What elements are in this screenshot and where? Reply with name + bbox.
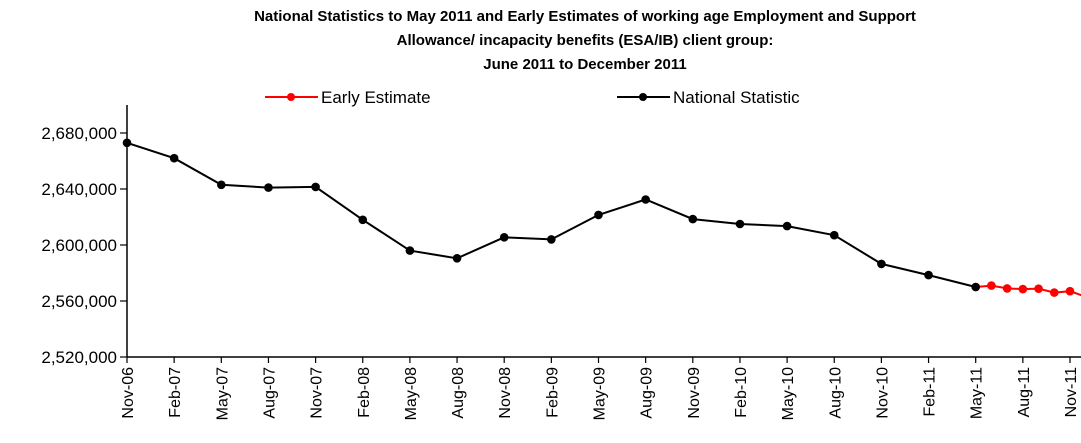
- legend-national-statistic-label: National Statistic: [673, 88, 800, 107]
- data-point: [1002, 284, 1012, 293]
- x-tick-label: Nov-09: [686, 367, 703, 419]
- data-point: [987, 281, 996, 290]
- x-tick-label: Aug-09: [639, 367, 656, 419]
- data-point: [169, 153, 179, 163]
- series-line: [126, 141, 976, 288]
- data-point: [782, 221, 792, 231]
- data-point: [122, 138, 132, 148]
- x-tick-label: Aug-10: [827, 367, 844, 419]
- data-point: [405, 246, 415, 255]
- data-point: [358, 215, 368, 225]
- axes: [126, 105, 1081, 358]
- x-tick-label: Nov-11: [1063, 367, 1080, 417]
- data-point: [641, 195, 650, 204]
- data-point: [829, 230, 839, 240]
- x-tick-label: Aug-07: [261, 367, 278, 419]
- x-tick-label: May-09: [592, 367, 609, 420]
- data-point: [264, 183, 273, 192]
- chart-title-line-1: National Statistics to May 2011 and Earl…: [254, 8, 916, 25]
- x-tick-label: May-11: [969, 367, 986, 419]
- x-tick-label: Feb-11: [922, 367, 939, 417]
- x-tick-label: Nov-10: [874, 367, 891, 419]
- x-tick-label: May-08: [403, 367, 420, 420]
- data-point: [547, 235, 556, 244]
- data-point: [688, 214, 698, 224]
- x-tick-label: Aug-11: [1016, 367, 1033, 418]
- data-point: [877, 259, 886, 269]
- legend: Early Estimate National Statistic: [265, 88, 800, 107]
- data-point: [452, 253, 462, 263]
- y-ticks: 2,520,000 2,560,000 2,600,000 2,640,000 2,68…: [41, 124, 127, 367]
- y-tick-label: 2,560,000: [41, 292, 117, 311]
- legend-early-estimate-label: Early Estimate: [321, 88, 431, 107]
- series-national-statistic: [122, 138, 980, 292]
- x-tick-label: May-10: [780, 367, 797, 420]
- x-tick-label: Nov-06: [120, 367, 137, 419]
- data-point: [1065, 286, 1075, 296]
- data-point: [1049, 288, 1059, 297]
- x-tick-label: Aug-08: [450, 367, 467, 419]
- chart-title-line-2: Allowance/ incapacity benefits (ESA/IB) …: [397, 32, 774, 49]
- x-tick-label: May-07: [214, 367, 231, 420]
- y-tick-label: 2,520,000: [41, 348, 117, 367]
- data-point: [311, 182, 320, 192]
- data-point: [217, 180, 226, 190]
- y-tick-label: 2,640,000: [41, 180, 117, 199]
- x-tick-label: Feb-09: [544, 367, 561, 418]
- chart-title-line-3: June 2011 to December 2011: [483, 56, 686, 73]
- x-tick-label: Feb-07: [167, 367, 184, 418]
- data-point: [1018, 284, 1028, 294]
- x-tick-label: Nov-08: [497, 367, 514, 419]
- data-point: [1034, 284, 1043, 293]
- chart-title: National Statistics to May 2011 and Earl…: [254, 8, 916, 73]
- x-tick-label: Nov-07: [309, 367, 326, 419]
- y-tick-label: 2,680,000: [41, 124, 117, 143]
- data-point: [971, 282, 980, 292]
- x-tick-label: Feb-08: [356, 367, 373, 418]
- data-point: [735, 219, 745, 229]
- legend-early-estimate-marker: [287, 93, 295, 101]
- legend-national-statistic-marker: [639, 93, 647, 101]
- data-point: [924, 270, 933, 280]
- x-ticks: Nov-06 Feb-07 May-07 Aug-07 Nov-07 Feb-08 May-…: [120, 357, 1080, 420]
- y-tick-label: 2,600,000: [41, 236, 117, 255]
- x-tick-label: Feb-10: [733, 367, 750, 418]
- data-point: [594, 210, 603, 220]
- series-group: [122, 138, 1081, 297]
- data-point: [499, 233, 509, 242]
- series-early-estimate: [971, 281, 1081, 297]
